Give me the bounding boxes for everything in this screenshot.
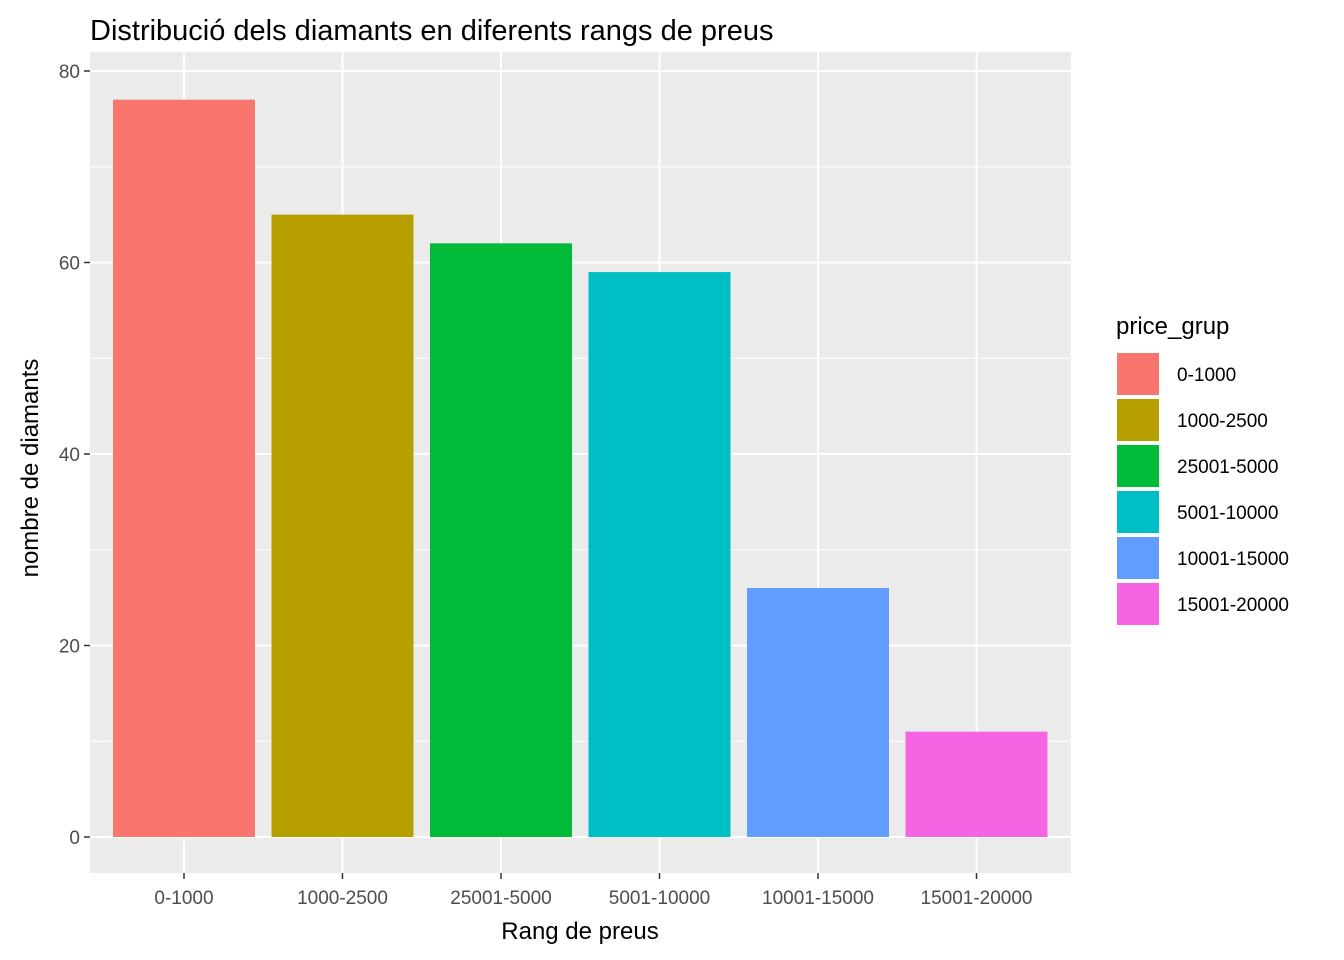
legend-label: 10001-15000	[1177, 549, 1289, 570]
x-axis: 0-1000 1000-2500 25001-5000 5001-10000 10001…	[154, 873, 1033, 909]
y-tick-label: 20	[59, 637, 80, 658]
x-tick-label: 25001-5000	[450, 888, 551, 909]
legend-swatch	[1117, 583, 1159, 625]
legend-label: 5001-10000	[1177, 503, 1278, 524]
legend-label: 25001-5000	[1177, 457, 1278, 478]
x-axis-title: Rang de preus	[501, 918, 658, 945]
bar-15001-20000	[905, 731, 1048, 837]
legend-label: 1000-2500	[1177, 411, 1268, 432]
x-tick-label: 5001-10000	[609, 888, 710, 909]
legend-swatch	[1117, 399, 1159, 441]
legend-title: price_grup	[1116, 313, 1229, 340]
bar-25001-5000	[430, 243, 572, 838]
bar-5001-10000	[588, 272, 731, 837]
chart-title: Distribució dels diamants en diferents r…	[90, 15, 773, 47]
legend-label: 0-1000	[1177, 365, 1236, 386]
x-tick-label: 15001-20000	[921, 888, 1033, 909]
bar-10001-15000	[747, 588, 889, 837]
bar-0-1000	[113, 99, 255, 838]
bar-1000-2500	[271, 214, 414, 837]
legend-items: 0-1000 1000-2500 25001-5000 5001-10000 10001…	[1117, 353, 1289, 625]
y-tick-label: 80	[59, 62, 80, 83]
legend-label: 15001-20000	[1177, 595, 1289, 616]
bars	[113, 99, 1048, 838]
x-tick-label: 1000-2500	[297, 888, 388, 909]
legend-swatch	[1117, 445, 1159, 487]
y-axis-title: nombre de diamants	[17, 359, 44, 578]
y-axis: 0 20 40 60 80	[59, 62, 90, 849]
legend-swatch	[1117, 491, 1159, 533]
y-tick-label: 60	[59, 254, 80, 275]
legend-swatch	[1117, 537, 1159, 579]
legend-swatch	[1117, 353, 1159, 395]
x-tick-label: 0-1000	[154, 888, 213, 909]
y-tick-label: 0	[69, 828, 80, 849]
y-tick-label: 40	[59, 445, 80, 466]
x-tick-label: 10001-15000	[762, 888, 874, 909]
legend: price_grup 0-1000 1000-2500 25001-5000 5001…	[1116, 313, 1289, 625]
